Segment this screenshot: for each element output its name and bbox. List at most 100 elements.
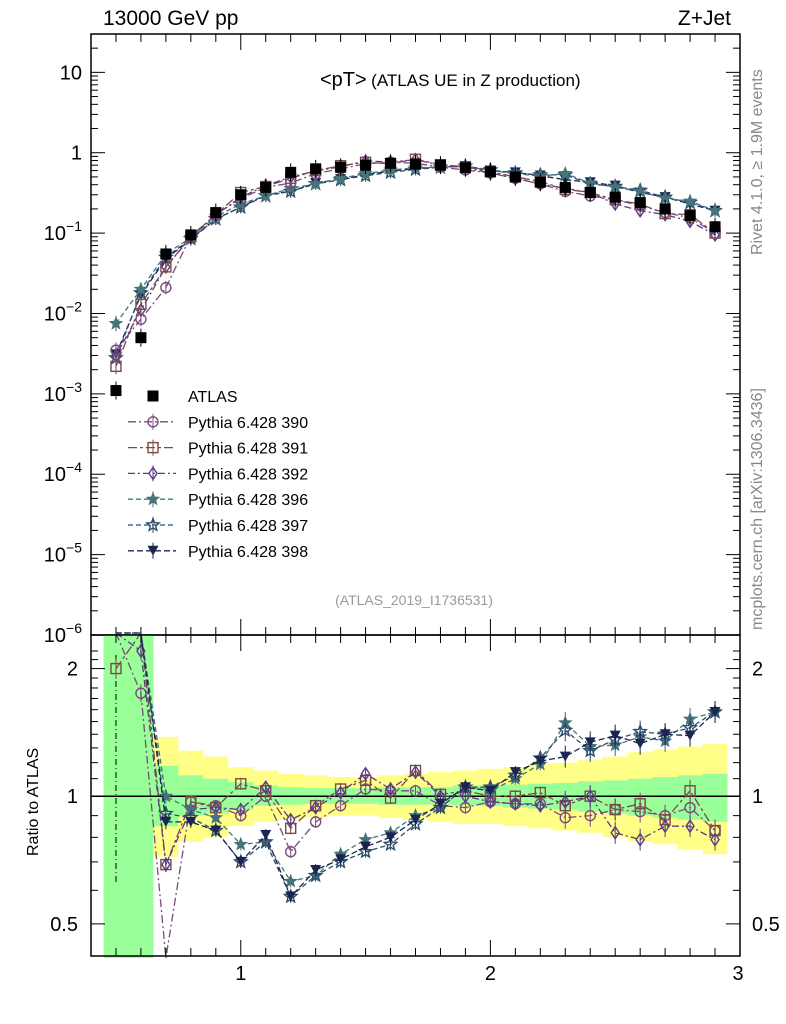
- ratio-point: [309, 816, 322, 828]
- series-point: [133, 281, 149, 296]
- atlas-data-point: [434, 159, 446, 171]
- plot-title: <pT> (ATLAS UE in Z production): [320, 69, 581, 91]
- atlas-data-point: [135, 332, 147, 344]
- ratio-pythia-6-428-392: [115, 632, 720, 872]
- ratio-point: [634, 738, 646, 749]
- ratio-point: [609, 730, 621, 741]
- ratio-point: [410, 764, 421, 780]
- tick-exponent: −6: [66, 620, 82, 636]
- ratio-point: [535, 798, 546, 813]
- series-point: [682, 193, 698, 208]
- legend-entry: Pythia 6.428 391: [128, 439, 308, 458]
- ratio-point: [534, 786, 547, 799]
- ratio-point: [385, 832, 397, 843]
- series-line: [115, 158, 716, 367]
- legend-entry: Pythia 6.428 390: [128, 413, 308, 432]
- ratio-point: [185, 816, 197, 827]
- series-pythia-6-428-397: [107, 157, 723, 366]
- ratio-point: [360, 841, 372, 852]
- ratio-point: [485, 794, 496, 810]
- tick-exponent: −1: [66, 218, 82, 234]
- series-point: [308, 176, 323, 190]
- series-point: [135, 298, 147, 311]
- legend-marker: [145, 491, 161, 506]
- legend-marker: [147, 416, 159, 428]
- atlas-data-point: [634, 197, 646, 209]
- legend-entry: ATLAS: [147, 389, 238, 406]
- ratio-y-tick-label-left: 0.5: [50, 914, 78, 936]
- ratio-point: [584, 737, 596, 748]
- ratio-point: [260, 830, 272, 841]
- legend: ATLAS Pythia 6.428 390 Pythia 6.428 391 Pyt…: [128, 389, 308, 561]
- atlas-data-point: [609, 191, 621, 203]
- series-point: [710, 227, 720, 243]
- plot-title-sub: (ATLAS UE in Z production): [371, 71, 580, 90]
- main-y-tick-label: 10−1: [44, 218, 82, 245]
- legend-label: ATLAS: [188, 389, 238, 406]
- ratio-point: [585, 788, 596, 804]
- atlas-data-point: [559, 181, 571, 193]
- atlas-data-point: [110, 385, 122, 397]
- legend-marker: [147, 441, 159, 454]
- ratio-point: [310, 864, 322, 875]
- ratio-series: [110, 631, 723, 959]
- ratio-point: [684, 730, 696, 741]
- atlas-data-point: [709, 221, 721, 233]
- ratio-point: [158, 788, 174, 803]
- main-series: [107, 152, 723, 375]
- ratio-point: [285, 812, 296, 828]
- ratio-point: [210, 825, 222, 836]
- tick-exponent: −4: [66, 459, 82, 475]
- series-point: [707, 203, 723, 217]
- legend-marker: [147, 390, 159, 402]
- ratio-pythia-6-428-398: [116, 632, 721, 903]
- ratio-panel: 2 2 1 1 0.5 0.5 1 2 3 Ratio to ATLAS: [25, 631, 780, 985]
- ratio-y-tick-label-right: 0.5: [752, 914, 780, 936]
- series-pythia-6-428-396: [108, 158, 723, 332]
- ratio-point: [382, 835, 399, 852]
- series-line: [115, 165, 716, 359]
- ratio-point: [559, 751, 571, 762]
- ratio-point: [634, 798, 646, 810]
- tick-exponent: −5: [66, 540, 82, 556]
- atlas-data-point: [160, 248, 172, 260]
- series-line: [115, 165, 716, 355]
- ratio-point: [509, 767, 521, 778]
- atlas-data-point: [484, 166, 496, 178]
- ratio-point: [233, 836, 249, 851]
- legend-marker: [148, 466, 158, 481]
- legend-entry: Pythia 6.428 398: [128, 542, 308, 561]
- ratio-point: [484, 785, 496, 796]
- ratio-point: [335, 785, 346, 800]
- ratio-point: [235, 778, 247, 790]
- ratio-point: [710, 832, 720, 847]
- series-line: [115, 165, 716, 324]
- process-label: Z+Jet: [678, 7, 731, 30]
- legend-entry: Pythia 6.428 392: [128, 465, 308, 483]
- atlas-data-point: [210, 207, 222, 219]
- legend-label: Pythia 6.428 396: [188, 492, 308, 509]
- ratio-y-tick-label-left: 1: [67, 786, 78, 808]
- mcplots-label: mcplots.cern.ch [arXiv:1306.3436]: [749, 388, 766, 630]
- ratio-point: [310, 800, 321, 815]
- series-point: [110, 360, 122, 373]
- ratio-y-axis-title: Ratio to ATLAS: [25, 748, 42, 856]
- ratio-point: [510, 796, 521, 812]
- atlas-data-point: [335, 161, 347, 173]
- tick-mantissa: 10: [44, 464, 66, 486]
- ratio-point: [283, 873, 298, 888]
- ratio-y-tick-label-right: 2: [752, 659, 763, 681]
- legend-entry: Pythia 6.428 396: [128, 491, 308, 509]
- series-pythia-6-428-398: [110, 160, 721, 363]
- ratio-point: [660, 818, 670, 834]
- atlas-data-point: [684, 210, 696, 222]
- series-point: [333, 170, 348, 185]
- ratio-point: [335, 854, 347, 865]
- ratio-y-tick-label-left: 2: [67, 659, 78, 681]
- ratio-point: [135, 687, 147, 699]
- main-y-tick-label: 1: [71, 143, 82, 165]
- atlas-data-point: [385, 157, 397, 169]
- atlas-data-point: [360, 159, 372, 171]
